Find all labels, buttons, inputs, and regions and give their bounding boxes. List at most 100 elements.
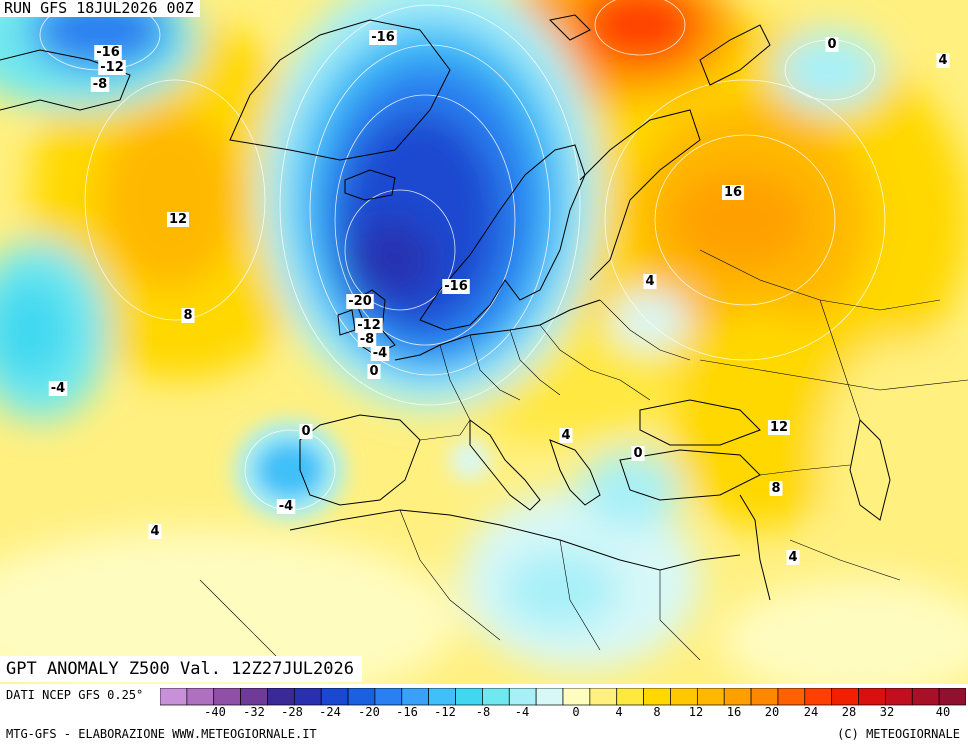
contour-label-layer: -16-12-8-16 041216-20-16-12-8-408-440-440… [48,30,950,565]
colorbar-swatch [374,688,403,706]
colorbar-swatch [267,688,295,706]
contour-label: -4 [276,499,296,514]
svg-text:-20: -20 [348,294,372,309]
colorbar-tick-label: -16 [396,705,418,719]
contour-label: -16 [369,30,397,45]
svg-text:12: 12 [169,212,187,227]
colorbar-tick-label: -24 [319,705,341,719]
colorbar-tick-label: 8 [653,705,661,719]
svg-text:-16: -16 [444,279,468,294]
colorbar-tick-label: 32 [879,705,895,719]
contour-label: 4 [786,550,800,565]
colorbar-swatch [347,688,376,706]
anomaly-map: -16 -12 -8 -16 0 4 12 16 -20 -16 -12 -8 -4 0 8 -4 4 0 -4 4 0… [0,0,968,684]
svg-text:-8: -8 [360,332,374,347]
colorbar-swatch [160,688,188,706]
colorbar-swatch [777,688,806,706]
colorbar-swatch [750,688,779,706]
colorbar-tick-label: 12 [688,705,704,719]
svg-text:-4: -4 [373,346,387,361]
svg-text:4: 4 [150,524,159,539]
colorbar-swatch [562,688,591,706]
copyright: (C) METEOGIORNALE [837,727,960,741]
svg-text:4: 4 [788,550,797,565]
svg-text:0: 0 [827,37,836,52]
contour-label: -4 [48,381,68,396]
colorbar-swatch [911,688,940,706]
svg-text:-16: -16 [371,30,395,45]
svg-text:8: 8 [183,308,192,323]
colorbar-swatch [589,688,618,706]
svg-text:-12: -12 [100,60,124,75]
svg-text:4: 4 [938,53,947,68]
colorbar-swatch [616,688,644,706]
colorbar-swatch [696,688,725,706]
map-title: GPT ANOMALY Z500 Val. 12Z27JUL2026 [0,656,362,682]
colorbar-swatch [831,688,859,706]
contour-label: -16 [94,45,122,60]
svg-text:0: 0 [301,424,310,439]
contour-label: -16 [442,279,470,294]
svg-text:12: 12 [770,420,788,435]
contour-label: 0 [825,37,839,52]
coastlines [0,14,891,601]
colorbar-tick-label: 4 [615,705,623,719]
colorbar-tick-label: 28 [841,705,857,719]
svg-text:-4: -4 [51,381,65,396]
colorbar-swatch [186,688,215,706]
colorbar-swatch [401,688,430,706]
contour-label: -8 [357,332,377,347]
colorbar-swatch [670,688,698,706]
anomaly-fill [0,0,968,684]
run-label: RUN GFS 18JUL2026 00Z [0,0,200,17]
colorbar-tick-label: -40 [204,705,226,719]
contour-lines [39,0,886,511]
contour-label: 4 [936,53,950,68]
contour-label: -12 [98,60,126,75]
contour-label: 8 [769,481,783,496]
colorbar-swatch [455,688,483,706]
svg-text:16: 16 [724,185,742,200]
contour-label: -4 [370,346,390,361]
contour-label: 16 [721,185,745,200]
colorbar-tick-label: 24 [803,705,819,719]
colorbar-swatch [293,688,322,706]
colorbar-tick-label: -32 [243,705,265,719]
svg-text:-8: -8 [93,77,107,92]
colorbar-tick-label: -28 [281,705,303,719]
svg-text:0: 0 [633,446,642,461]
colorbar [160,688,966,706]
colorbar-tick-label: -12 [434,705,456,719]
contour-label: -8 [90,77,110,92]
colorbar-tick-label: 40 [935,705,951,719]
svg-text:-12: -12 [357,318,381,333]
colorbar-swatch [240,688,268,706]
contour-label: 12 [767,420,791,435]
svg-text:-16: -16 [96,45,120,60]
svg-text:-4: -4 [279,499,293,514]
svg-text:4: 4 [561,428,570,443]
contour-label: 12 [166,212,190,227]
footer: DATI NCEP GFS 0.25° -40 -32 -28 -24 -20 -16 -1… [0,684,968,745]
colorbar-swatch [213,688,241,706]
colorbar-swatch [885,688,913,706]
contour-label: 8 [181,308,195,323]
colorbar-swatch [535,688,564,706]
colorbar-tick-label: -20 [358,705,380,719]
svg-text:4: 4 [645,274,654,289]
svg-text:0: 0 [369,364,378,379]
contour-label: 4 [643,274,657,289]
country-borders [199,249,968,661]
colorbar-swatch [508,688,537,706]
contour-label: 4 [559,428,573,443]
contour-label: -20 [346,294,374,309]
colorbar-swatch [938,688,966,706]
map-canvas: -16-12-8-16 041216-20-16-12-8-408-440-440… [0,0,968,684]
colorbar-swatch [723,688,752,706]
colorbar-tick-label: 0 [572,705,580,719]
colorbar-swatch [482,688,510,706]
colorbar-tick-label: 16 [726,705,742,719]
contour-label: 0 [299,424,313,439]
svg-text:8: 8 [771,481,780,496]
colorbar-swatch [428,688,456,706]
